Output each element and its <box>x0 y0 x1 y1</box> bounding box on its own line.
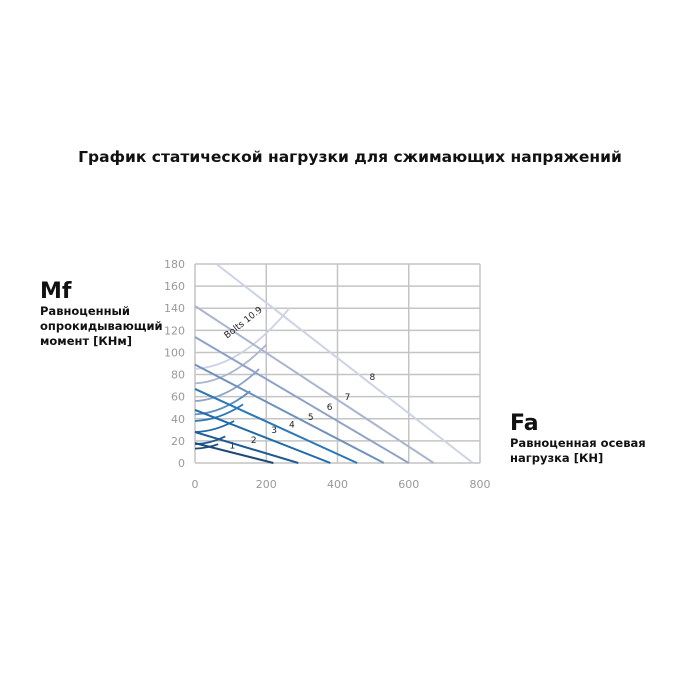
series-label: 7 <box>345 393 351 403</box>
x-tick-label: 400 <box>327 478 348 491</box>
y-axis-text-line: Равноценный <box>40 304 130 318</box>
x-axis-text-line: нагрузка [КН] <box>510 451 604 465</box>
bolt-curve <box>194 390 251 416</box>
chart-title: График статической нагрузки для сжимающи… <box>78 148 622 166</box>
y-tick-label: 120 <box>164 324 185 337</box>
x-tick-label: 200 <box>256 478 277 491</box>
bolt-curve <box>194 307 291 370</box>
y-tick-label: 20 <box>171 435 185 448</box>
series-line <box>194 409 331 464</box>
bolt-curve <box>194 420 235 433</box>
series-line <box>194 336 410 464</box>
bolt-curve <box>194 344 267 385</box>
series-line <box>194 431 299 464</box>
y-tick-label: 100 <box>164 346 185 359</box>
series-label: 5 <box>308 413 314 423</box>
bolt-curve <box>194 368 260 402</box>
x-axis-label: Fa Равноценная осевая нагрузка [КН] <box>510 412 646 466</box>
y-tick-label: 60 <box>171 391 185 404</box>
y-axis-label: Mf Равноценный опрокидывающий момент [КН… <box>40 280 163 349</box>
series-line <box>194 363 385 464</box>
y-axis-text-line: момент [КНм] <box>40 334 133 348</box>
series-label: 4 <box>289 421 295 431</box>
series-label: 3 <box>271 426 277 436</box>
series-line <box>194 305 435 464</box>
x-tick-label: 600 <box>398 478 419 491</box>
y-tick-label: 160 <box>164 280 185 293</box>
series-line <box>194 388 358 464</box>
series-line <box>215 263 474 464</box>
x-tick-label: 0 <box>192 478 199 491</box>
series-label: 2 <box>251 436 257 446</box>
y-tick-label: 40 <box>171 413 185 426</box>
y-tick-label: 0 <box>178 457 185 470</box>
series-line <box>194 442 274 464</box>
y-axis-text-line: опрокидывающий <box>40 319 163 333</box>
bolts-label: Bolts 10.9 <box>223 305 265 341</box>
series-label: 1 <box>230 442 236 452</box>
series-label: 6 <box>327 403 333 413</box>
y-tick-label: 80 <box>171 369 185 382</box>
x-tick-label: 800 <box>470 478 491 491</box>
y-tick-label: 140 <box>164 302 185 315</box>
bolt-curve <box>194 403 244 422</box>
x-axis-text-line: Равноценная осевая <box>510 436 646 450</box>
y-tick-label: 180 <box>164 258 185 271</box>
x-axis-symbol: Fa <box>510 411 539 436</box>
series-label: 8 <box>370 373 376 383</box>
bolt-curve <box>194 443 219 450</box>
y-axis-symbol: Mf <box>40 279 72 304</box>
